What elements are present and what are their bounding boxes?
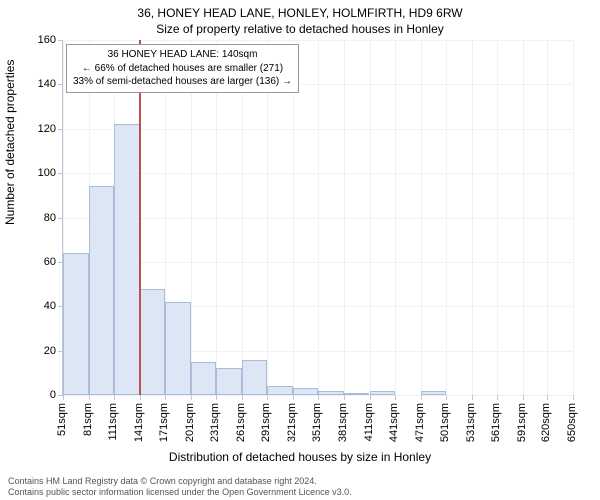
- annotation-line3: 33% of semi-detached houses are larger (…: [73, 75, 292, 89]
- xtick-mark: [547, 395, 548, 400]
- gridline-v: [497, 40, 498, 395]
- gridline-v: [472, 40, 473, 395]
- histogram-bar: [140, 289, 166, 396]
- xtick-mark: [497, 395, 498, 400]
- xtick-mark: [446, 395, 447, 400]
- ytick-label: 0: [16, 389, 56, 401]
- histogram-bar: [63, 253, 89, 395]
- histogram-bar: [89, 186, 115, 395]
- xtick-mark: [472, 395, 473, 400]
- chart-container: 36, HONEY HEAD LANE, HONLEY, HOLMFIRTH, …: [0, 0, 600, 500]
- gridline-v: [421, 40, 422, 395]
- xtick-mark: [395, 395, 396, 400]
- annotation-line1: 36 HONEY HEAD LANE: 140sqm: [73, 48, 292, 62]
- histogram-bar: [421, 391, 447, 395]
- ytick-label: 160: [16, 34, 56, 46]
- gridline-v: [547, 40, 548, 395]
- gridline-v: [370, 40, 371, 395]
- ytick-label: 60: [16, 256, 56, 268]
- xtick-mark: [242, 395, 243, 400]
- chart-title-line1: 36, HONEY HEAD LANE, HONLEY, HOLMFIRTH, …: [0, 6, 600, 20]
- histogram-bar: [293, 388, 319, 395]
- gridline-v: [216, 40, 217, 395]
- x-axis-label: Distribution of detached houses by size …: [0, 450, 600, 464]
- xtick-mark: [140, 395, 141, 400]
- histogram-bar: [242, 360, 268, 396]
- chart-title-line2: Size of property relative to detached ho…: [0, 22, 600, 36]
- xtick-mark: [114, 395, 115, 400]
- xtick-mark: [370, 395, 371, 400]
- histogram-bar: [318, 391, 344, 395]
- histogram-bar: [216, 368, 242, 395]
- xtick-mark: [344, 395, 345, 400]
- annotation-box: 36 HONEY HEAD LANE: 140sqm ← 66% of deta…: [66, 44, 299, 93]
- xtick-mark: [573, 395, 574, 400]
- gridline-v: [242, 40, 243, 395]
- xtick-mark: [191, 395, 192, 400]
- ytick-label: 40: [16, 300, 56, 312]
- plot-area: [62, 40, 573, 396]
- ytick-label: 100: [16, 167, 56, 179]
- gridline-v: [267, 40, 268, 395]
- footer-line2: Contains public sector information licen…: [8, 487, 352, 498]
- ytick-label: 140: [16, 78, 56, 90]
- histogram-bar: [267, 386, 293, 395]
- xtick-mark: [216, 395, 217, 400]
- xtick-mark: [293, 395, 294, 400]
- ytick-label: 20: [16, 345, 56, 357]
- gridline-v: [293, 40, 294, 395]
- histogram-bar: [370, 391, 396, 395]
- xtick-mark: [89, 395, 90, 400]
- marker-line: [139, 40, 141, 395]
- ytick-label: 80: [16, 212, 56, 224]
- gridline-v: [446, 40, 447, 395]
- xtick-mark: [318, 395, 319, 400]
- gridline-v: [523, 40, 524, 395]
- gridline-v: [395, 40, 396, 395]
- footer-attribution: Contains HM Land Registry data © Crown c…: [8, 476, 352, 498]
- histogram-bar: [344, 393, 370, 395]
- xtick-mark: [165, 395, 166, 400]
- annotation-line2: ← 66% of detached houses are smaller (27…: [73, 62, 292, 76]
- y-axis-label: Number of detached properties: [3, 60, 17, 225]
- xtick-mark: [63, 395, 64, 400]
- xtick-mark: [267, 395, 268, 400]
- footer-line1: Contains HM Land Registry data © Crown c…: [8, 476, 352, 487]
- histogram-bar: [165, 302, 191, 395]
- xtick-mark: [523, 395, 524, 400]
- gridline-v: [573, 40, 574, 395]
- histogram-bar: [191, 362, 217, 395]
- xtick-mark: [421, 395, 422, 400]
- gridline-v: [318, 40, 319, 395]
- gridline-v: [344, 40, 345, 395]
- ytick-label: 120: [16, 123, 56, 135]
- histogram-bar: [114, 124, 140, 395]
- gridline-v: [191, 40, 192, 395]
